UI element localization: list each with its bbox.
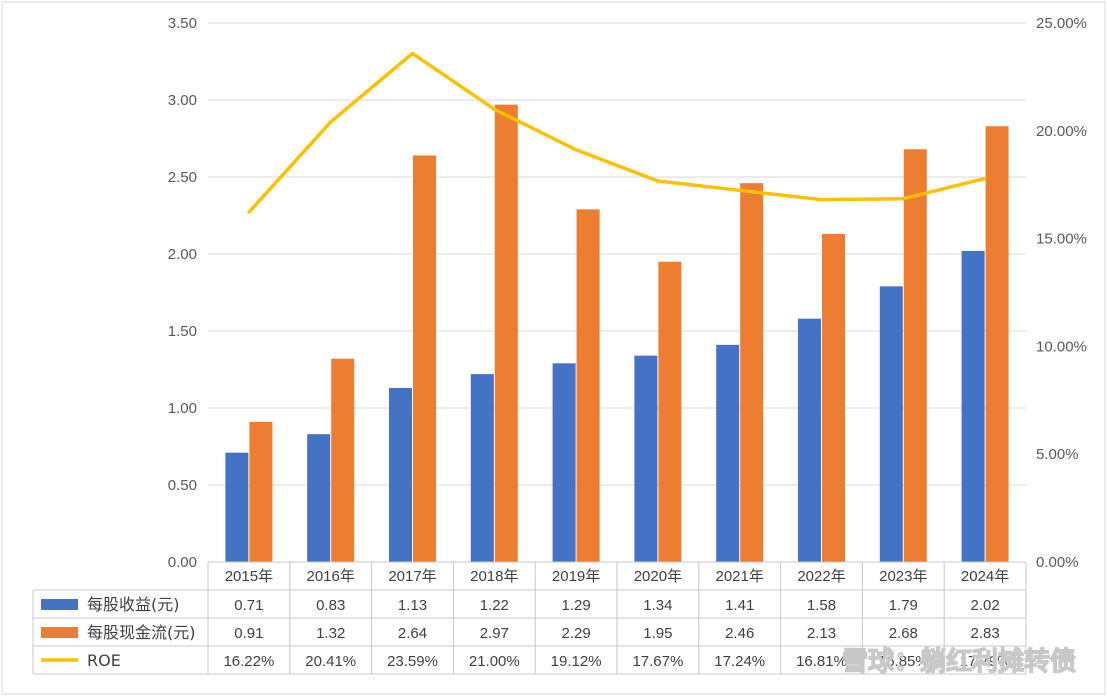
right-tick-label: 10.00% <box>1036 338 1087 355</box>
bar-eps <box>389 387 412 562</box>
right-tick-label: 0.00% <box>1036 554 1079 571</box>
data-label: 19.12% <box>551 653 602 670</box>
left-tick-label: 2.00 <box>168 246 197 263</box>
category-label: 2015年 <box>225 568 273 585</box>
roe-point <box>574 148 578 152</box>
bar-cashflow <box>249 421 273 562</box>
bar-eps <box>634 355 658 562</box>
roe-point <box>820 198 823 202</box>
data-label: 16.85% <box>878 653 929 670</box>
category-label: 2022年 <box>797 568 845 585</box>
data-label: 2.29 <box>561 625 590 642</box>
data-label: 16.22% <box>223 653 274 670</box>
data-label: 1.95 <box>643 625 672 642</box>
data-label: 17.79% <box>960 653 1011 670</box>
data-label: 2.46 <box>725 625 754 642</box>
left-axis: 0.00 0.50 1.00 1.50 2.00 2.50 3.00 3.50 <box>168 15 197 571</box>
roe-point <box>983 176 987 180</box>
data-label: 0.71 <box>234 597 263 614</box>
bar-eps <box>225 452 249 562</box>
data-label: 1.32 <box>316 625 345 642</box>
data-label: 1.13 <box>398 597 427 614</box>
left-tick-label: 1.50 <box>168 323 197 340</box>
category-label: 2019年 <box>552 568 600 585</box>
data-label: 1.34 <box>643 597 672 614</box>
category-label: 2021年 <box>716 568 764 585</box>
right-tick-label: 15.00% <box>1036 231 1087 248</box>
bar-cashflow <box>413 155 436 562</box>
data-label: 16.81% <box>796 653 847 670</box>
legend-label: 每股现金流(元) <box>87 623 196 642</box>
category-label: 2016年 <box>307 568 355 585</box>
category-label: 2018年 <box>470 568 518 585</box>
roe-line-series <box>247 51 987 214</box>
bar-cashflow <box>331 358 355 562</box>
roe-point <box>901 197 905 201</box>
data-label: 0.83 <box>316 597 345 614</box>
bar-cashflow <box>658 261 682 562</box>
data-label: 2.02 <box>970 597 999 614</box>
roe-line <box>247 51 986 214</box>
data-label: 0.91 <box>234 625 263 642</box>
bar-cashflow <box>903 149 927 562</box>
data-label: 1.41 <box>725 597 754 614</box>
left-tick-label: 0.00 <box>168 554 197 571</box>
category-label: 2020年 <box>634 568 682 585</box>
bar-eps <box>961 250 985 563</box>
bar-eps <box>798 318 821 562</box>
bar-cashflow <box>740 183 764 562</box>
bar-cashflow <box>985 126 1009 563</box>
left-tick-label: 2.50 <box>168 169 197 186</box>
data-label: 23.59% <box>387 653 438 670</box>
category-label: 2024年 <box>961 568 1009 585</box>
legend-swatch <box>41 599 78 610</box>
bar-series <box>225 104 1009 563</box>
data-label: 1.22 <box>480 597 509 614</box>
data-label: 2.13 <box>807 625 836 642</box>
data-label: 2.97 <box>480 625 509 642</box>
category-label: 2017年 <box>388 568 436 585</box>
category-label: 2023年 <box>879 568 927 585</box>
roe-point <box>411 51 414 55</box>
data-label: 17.67% <box>632 653 683 670</box>
data-label: 21.00% <box>469 653 520 670</box>
bar-eps <box>470 374 494 562</box>
bar-eps <box>552 363 576 562</box>
roe-point <box>492 107 496 111</box>
data-table: 2015年 2016年 2017年 2018年 2019年 2020年 2021年 2022年… <box>32 561 1027 675</box>
right-tick-label: 5.00% <box>1036 446 1079 463</box>
bar-eps <box>307 434 331 562</box>
bar-cashflow <box>494 104 518 563</box>
data-label: 1.79 <box>889 597 918 614</box>
watermark-text: 雪球：躺红利摊转债 <box>842 646 1076 677</box>
legend-label: 每股收益(元) <box>87 595 180 614</box>
roe-point <box>656 179 660 183</box>
left-tick-label: 3.00 <box>168 92 197 109</box>
left-tick-label: 0.50 <box>168 477 197 494</box>
data-label: 20.41% <box>305 653 356 670</box>
data-label: 2.83 <box>970 625 999 642</box>
left-tick-label: 1.00 <box>168 400 197 417</box>
data-label: 1.29 <box>561 597 590 614</box>
bar-eps <box>879 286 903 562</box>
right-tick-label: 20.00% <box>1036 123 1087 140</box>
data-label: 17.24% <box>714 653 765 670</box>
legend-swatch <box>41 627 78 638</box>
right-tick-label: 25.00% <box>1036 15 1087 32</box>
left-tick-label: 3.50 <box>168 15 197 32</box>
bar-cashflow <box>576 209 600 562</box>
right-axis: 0.00% 5.00% 10.00% 15.00% 20.00% 25.00% <box>1036 15 1087 571</box>
roe-point <box>329 120 333 124</box>
bar-eps <box>716 344 740 562</box>
legend-label: ROE <box>87 651 121 670</box>
bar-cashflow <box>822 233 845 563</box>
data-label: 2.64 <box>398 625 427 642</box>
roe-point <box>247 210 251 214</box>
roe-point <box>738 188 742 192</box>
data-label: 2.68 <box>889 625 918 642</box>
data-label: 1.58 <box>807 597 836 614</box>
